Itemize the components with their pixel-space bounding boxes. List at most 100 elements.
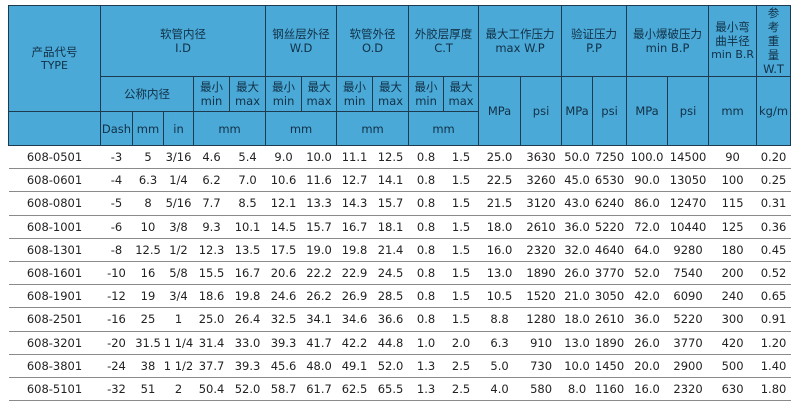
table-cell: 18.0 (478, 215, 521, 239)
table-cell: 1.3 (408, 377, 444, 402)
table-cell: -24 (100, 354, 133, 378)
table-cell: 45.0 (561, 168, 593, 193)
table-cell: 61.7 (301, 377, 337, 402)
table-cell: 730 (520, 354, 562, 378)
table-cell: 11.6 (301, 168, 337, 193)
table-cell: 580 (520, 377, 562, 402)
table-cell: 12.1 (265, 191, 302, 216)
table-cell: 65.5 (372, 377, 409, 402)
table-cell: 10.1 (229, 215, 266, 239)
id-mm-unit: mm (192, 111, 267, 146)
table-row: 608-1301 -8 12.5 1/2 12.3 13.5 17.5 19.0 19.8 21.… (8, 238, 791, 262)
table-cell: 608-0801 (8, 191, 101, 216)
table-row: 608-5101 -32 51 2 50.4 52.0 58.7 61.7 62.5 65.5 1.… (8, 377, 791, 402)
table-cell: 500 (708, 354, 757, 378)
table-cell: 3/4 (163, 284, 194, 309)
table-cell: 8 (132, 191, 164, 216)
table-cell: 180 (708, 238, 757, 262)
od-header: 软管外径 O.D (336, 5, 410, 77)
table-cell: 608-0601 (8, 168, 101, 193)
table-cell: 15.7 (301, 215, 337, 239)
table-cell: 1.5 (443, 144, 479, 170)
table-cell: 608-1601 (8, 261, 101, 286)
table-cell: 25.0 (193, 307, 230, 332)
table-cell: 100 (708, 168, 757, 193)
table-cell: 3/16 (163, 144, 194, 170)
wp-mpa-unit: MPa (478, 76, 522, 146)
table-cell: -20 (100, 331, 133, 355)
table-cell: 8.8 (478, 307, 521, 332)
table-cell: 21.0 (561, 284, 593, 309)
table-cell: 10.6 (265, 168, 302, 193)
table-cell: 6090 (667, 284, 709, 309)
table-cell: 6.3 (132, 168, 164, 193)
table-cell: 1160 (592, 377, 627, 402)
table-cell: 12470 (667, 191, 709, 216)
table-row: 608-3201 -20 31.5 1 1/4 31.4 33.0 39.3 41.7 42.2… (8, 331, 791, 355)
table-cell: 3/8 (163, 215, 194, 239)
table-cell: 28.5 (372, 284, 409, 309)
table-cell: 1520 (520, 284, 562, 309)
ct-mm-unit: mm (408, 111, 480, 146)
table-cell: -10 (100, 261, 133, 286)
table-cell: 10.0 (561, 354, 593, 378)
table-cell: 0.65 (756, 284, 791, 309)
table-cell: 0.8 (408, 261, 444, 286)
table-cell: 45.6 (265, 354, 302, 378)
table-cell: 910 (520, 331, 562, 355)
nominal-in-unit: in (163, 111, 194, 146)
table-cell: 90.0 (626, 168, 668, 193)
table-cell: 36.0 (626, 307, 668, 332)
table-cell: 115 (708, 191, 757, 216)
table-cell: 17.5 (265, 238, 302, 262)
table-cell: 50.0 (561, 144, 593, 170)
table-cell: 1.5 (443, 238, 479, 262)
wd-header: 钢丝层外径 W.D (265, 5, 338, 77)
table-row: 608-1601 -10 16 5/8 15.5 16.7 20.6 22.2 22.9 24.5… (8, 261, 791, 286)
table-cell: 10.0 (301, 144, 337, 170)
table-cell: 50.4 (193, 377, 230, 402)
table-cell: 0.20 (756, 144, 791, 170)
table-cell: 16.7 (336, 215, 373, 239)
table-cell: 1 1/2 (163, 354, 194, 378)
table-cell: 5/8 (163, 261, 194, 286)
table-cell: 2320 (667, 377, 709, 402)
table-cell: 25.0 (478, 144, 521, 170)
table-cell: 2610 (520, 215, 562, 239)
table-cell: 7250 (592, 144, 627, 170)
table-cell: 608-3801 (8, 354, 101, 378)
table-cell: 7.0 (229, 168, 266, 193)
type-header: 产品代号 TYPE (8, 5, 101, 112)
nominal-mm-unit: mm (132, 111, 164, 146)
table-cell: 90 (708, 144, 757, 170)
table-cell: 22.2 (301, 261, 337, 286)
table-cell: 0.31 (756, 191, 791, 216)
table-cell: 6.3 (478, 331, 521, 355)
table-cell: 19.8 (229, 284, 266, 309)
table-cell: 38 (132, 354, 164, 378)
table-cell: 1280 (520, 307, 562, 332)
table-cell: 7.7 (193, 191, 230, 216)
table-cell: 608-1001 (8, 215, 101, 239)
dash-unit: Dash (100, 111, 133, 146)
table-cell: 16.0 (478, 238, 521, 262)
table-cell: 1.5 (443, 261, 479, 286)
table-row: 608-1001 -6 10 3/8 9.3 10.1 14.5 15.7 16.7 18.1 0.… (8, 215, 791, 239)
table-cell: 0.25 (756, 168, 791, 193)
table-cell: 3120 (520, 191, 562, 216)
table-cell: 18.1 (372, 215, 409, 239)
table-cell: 2.5 (443, 377, 479, 402)
table-cell: 1890 (520, 261, 562, 286)
od-max-header: 最大 max (372, 76, 410, 112)
table-cell: 2 (163, 377, 194, 402)
table-cell: 1890 (592, 331, 627, 355)
table-cell: 1.20 (756, 331, 791, 355)
table-cell: 52.0 (372, 354, 409, 378)
pp-psi-unit: psi (592, 76, 628, 146)
table-cell: 19.0 (301, 238, 337, 262)
wp-header: 最大工作压力 max W.P (478, 5, 563, 77)
table-cell: 2610 (592, 307, 627, 332)
table-cell: 1/4 (163, 168, 194, 193)
table-cell: 11.1 (336, 144, 373, 170)
table-cell: 1.3 (408, 354, 444, 378)
